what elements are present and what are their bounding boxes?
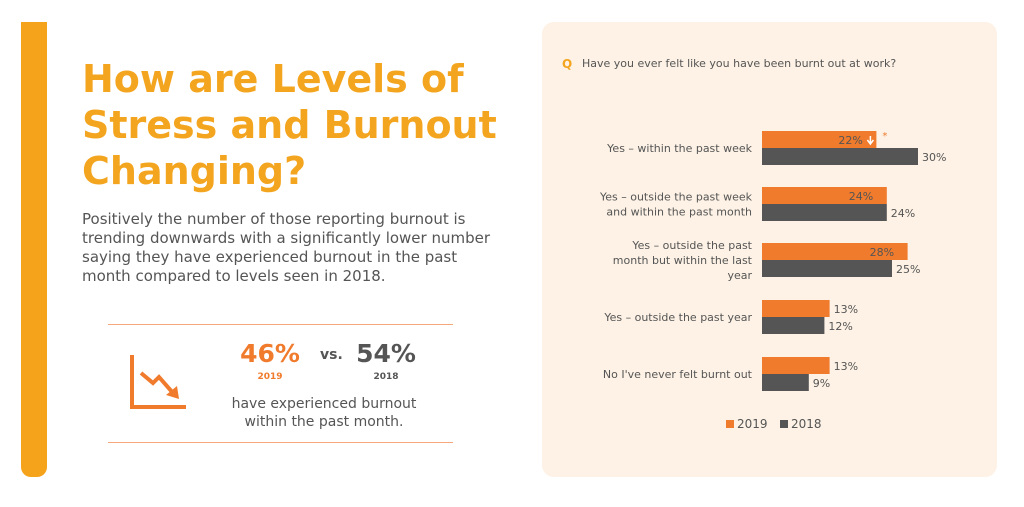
data-label: 12% bbox=[828, 320, 852, 333]
data-label: 24% bbox=[891, 207, 915, 220]
significance-marker: * bbox=[882, 131, 887, 142]
category-label: Yes – outside the past year bbox=[603, 311, 752, 324]
category-label: Yes – within the past week bbox=[606, 142, 752, 155]
legend-swatch-2019 bbox=[726, 420, 734, 428]
bar-2018 bbox=[762, 204, 887, 221]
data-label: 22% bbox=[838, 134, 862, 147]
legend-label-2018: 2018 bbox=[791, 417, 822, 431]
headline: How are Levels of Stress and Burnout Cha… bbox=[82, 57, 497, 193]
bar-2018 bbox=[762, 317, 825, 334]
stat-callout: 46% 2019 vs. 54% 2018 have experienced b… bbox=[108, 324, 453, 443]
stat-2018-year: 2018 bbox=[373, 372, 399, 382]
category-label: Yes – outside the past bbox=[631, 239, 752, 252]
legend-label-2019: 2019 bbox=[737, 417, 768, 431]
data-label: 25% bbox=[896, 263, 920, 276]
category-label: month but within the last bbox=[613, 254, 753, 267]
data-label: 30% bbox=[922, 151, 946, 164]
category-label: No I've never felt burnt out bbox=[603, 368, 753, 381]
legend-swatch-2018 bbox=[780, 420, 788, 428]
intro-paragraph: Positively the number of those reporting… bbox=[82, 210, 491, 285]
chart-panel: Q Have you ever felt like you have been … bbox=[542, 22, 997, 477]
bar-2019 bbox=[762, 187, 887, 204]
data-label: 28% bbox=[870, 246, 894, 259]
question-marker: Q bbox=[562, 57, 573, 71]
data-label: 13% bbox=[834, 360, 858, 373]
bar-2018 bbox=[762, 148, 918, 165]
accent-bar bbox=[21, 22, 47, 477]
bar-2019 bbox=[762, 300, 830, 317]
data-label: 24% bbox=[849, 190, 873, 203]
down-arrow-icon bbox=[866, 136, 874, 146]
data-label: 9% bbox=[813, 377, 830, 390]
category-label: Yes – outside the past week bbox=[599, 191, 753, 204]
stat-2019-value: 46% bbox=[240, 339, 300, 368]
data-label: 13% bbox=[834, 303, 858, 316]
category-label: year bbox=[727, 269, 752, 282]
bar-2019 bbox=[762, 243, 908, 260]
vs-label: vs. bbox=[320, 347, 343, 363]
stat-2018-value: 54% bbox=[356, 339, 416, 368]
category-label: and within the past month bbox=[606, 206, 752, 219]
downward-trend-chart-icon bbox=[128, 353, 190, 415]
bar-2019 bbox=[762, 357, 830, 374]
bar-2018 bbox=[762, 374, 809, 391]
bar-2018 bbox=[762, 260, 892, 277]
bar-2019 bbox=[762, 131, 877, 148]
stat-caption: have experienced burnout within the past… bbox=[231, 396, 417, 430]
survey-question: Have you ever felt like you have been bu… bbox=[582, 57, 897, 70]
stat-2019-year: 2019 bbox=[257, 372, 283, 382]
